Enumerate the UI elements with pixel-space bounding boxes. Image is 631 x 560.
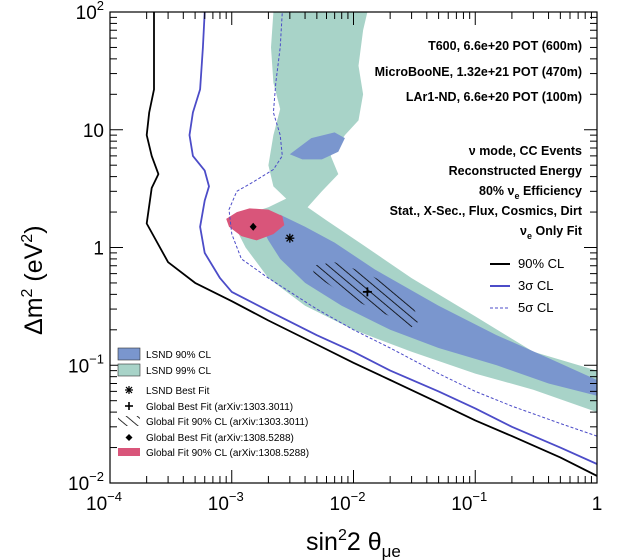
legend-plus-icon	[125, 402, 133, 410]
marker-global-best-fit-arxiv-1303-3011	[362, 287, 372, 297]
y-tick-label: 10−1	[68, 351, 104, 377]
y-tick-label: 1	[93, 239, 104, 260]
legend-diamond-icon	[125, 434, 133, 441]
annotation-mode: ν mode, CC Events	[469, 144, 582, 158]
legend-label-3sigma: 3σ CL	[518, 278, 553, 293]
legend-label-global-best-1308: Global Best Fit (arXiv:1308.5288)	[146, 433, 294, 444]
sensitivity-curves-layer	[145, 12, 597, 477]
legend-asterisk-icon	[125, 386, 133, 394]
confidence-legend: 90% CL 3σ CL 5σ CL	[490, 256, 564, 315]
region-lsnd-90-cl	[259, 214, 597, 396]
region-lsnd-90-cl-upper-island	[289, 132, 345, 160]
annotation-systematics: Stat., X-Sec., Flux, Cosmics, Dirt	[390, 204, 583, 218]
marker-lsnd-best-fit	[285, 233, 295, 243]
region-lsnd-99-cl-upper-island	[278, 12, 359, 65]
annotation-microboone: MicroBooNE, 1.32e+21 POT (470m)	[375, 65, 582, 79]
annotation-efficiency: 80% νe Efficiency	[479, 184, 582, 201]
y-axis-title: Δm2 (eV2)	[19, 225, 48, 335]
legend-label-90cl: 90% CL	[518, 256, 564, 271]
legend-label-lsnd90: LSND 90% CL	[146, 350, 211, 361]
best-fit-markers-layer	[249, 222, 372, 297]
marker-global-best-fit-arxiv-1308-5288	[249, 222, 257, 231]
axis-ticks	[109, 11, 598, 484]
x-tick-label: 10−1	[451, 489, 487, 515]
region-global-fit-90-cl-arxiv-1303-3011	[311, 262, 420, 328]
annotation-fit: νe Only Fit	[520, 224, 583, 241]
x-tick-label: 10−3	[208, 489, 244, 515]
x-tick-label: 1	[592, 494, 603, 515]
y-tick-label: 102	[76, 0, 104, 24]
allowed-regions-layer	[226, 12, 597, 413]
legend-label-lsnd99: LSND 99% CL	[146, 366, 211, 377]
annotation-lar1nd: LAr1-ND, 6.6e+20 POT (100m)	[406, 90, 582, 104]
y-tick-label: 10	[83, 121, 104, 142]
x-axis-title: sin22 θμe	[306, 527, 401, 560]
legend-swatch-pink	[118, 448, 140, 456]
curve-3-cl	[188, 12, 597, 465]
curve-90-cl	[145, 12, 597, 477]
curve-5-cl	[228, 12, 597, 437]
y-tick-label: 10−2	[68, 469, 104, 495]
legend-swatch-lsnd99	[117, 363, 141, 377]
legend-swatch-lsnd90	[117, 347, 141, 361]
x-tick-label: 10−2	[330, 489, 366, 515]
legend-label-lsnd-best: LSND Best Fit	[146, 386, 210, 397]
legend-label-5sigma: 5σ CL	[518, 300, 553, 315]
region-lsnd-99-cl	[236, 12, 597, 413]
legend-label-global-fit-1303: Global Fit 90% CL (arXiv:1303.3011)	[146, 417, 308, 428]
regions-legend: LSND 90% CL LSND 99% CL LSND Best Fit Gl…	[117, 347, 309, 459]
tick-labels: 10−4 10−3 10−2 10−1 1 10−2 10−1 1 10 102	[68, 0, 602, 515]
legend-label-global-fit-1308: Global Fit 90% CL (arXiv:1308.5288)	[146, 448, 309, 459]
legend-label-global-best-1303: Global Best Fit (arXiv:1303.3011)	[146, 402, 293, 413]
region-global-fit-90-cl-arxiv-1308-5288	[226, 208, 285, 241]
annotation-t600: T600, 6.6e+20 POT (600m)	[428, 39, 582, 53]
x-tick-label: 10−4	[86, 489, 122, 515]
experiment-annotations: T600, 6.6e+20 POT (600m) MicroBooNE, 1.3…	[375, 39, 583, 241]
annotation-energy: Reconstructed Energy	[449, 164, 582, 178]
legend-hatch-swatch	[118, 416, 140, 426]
